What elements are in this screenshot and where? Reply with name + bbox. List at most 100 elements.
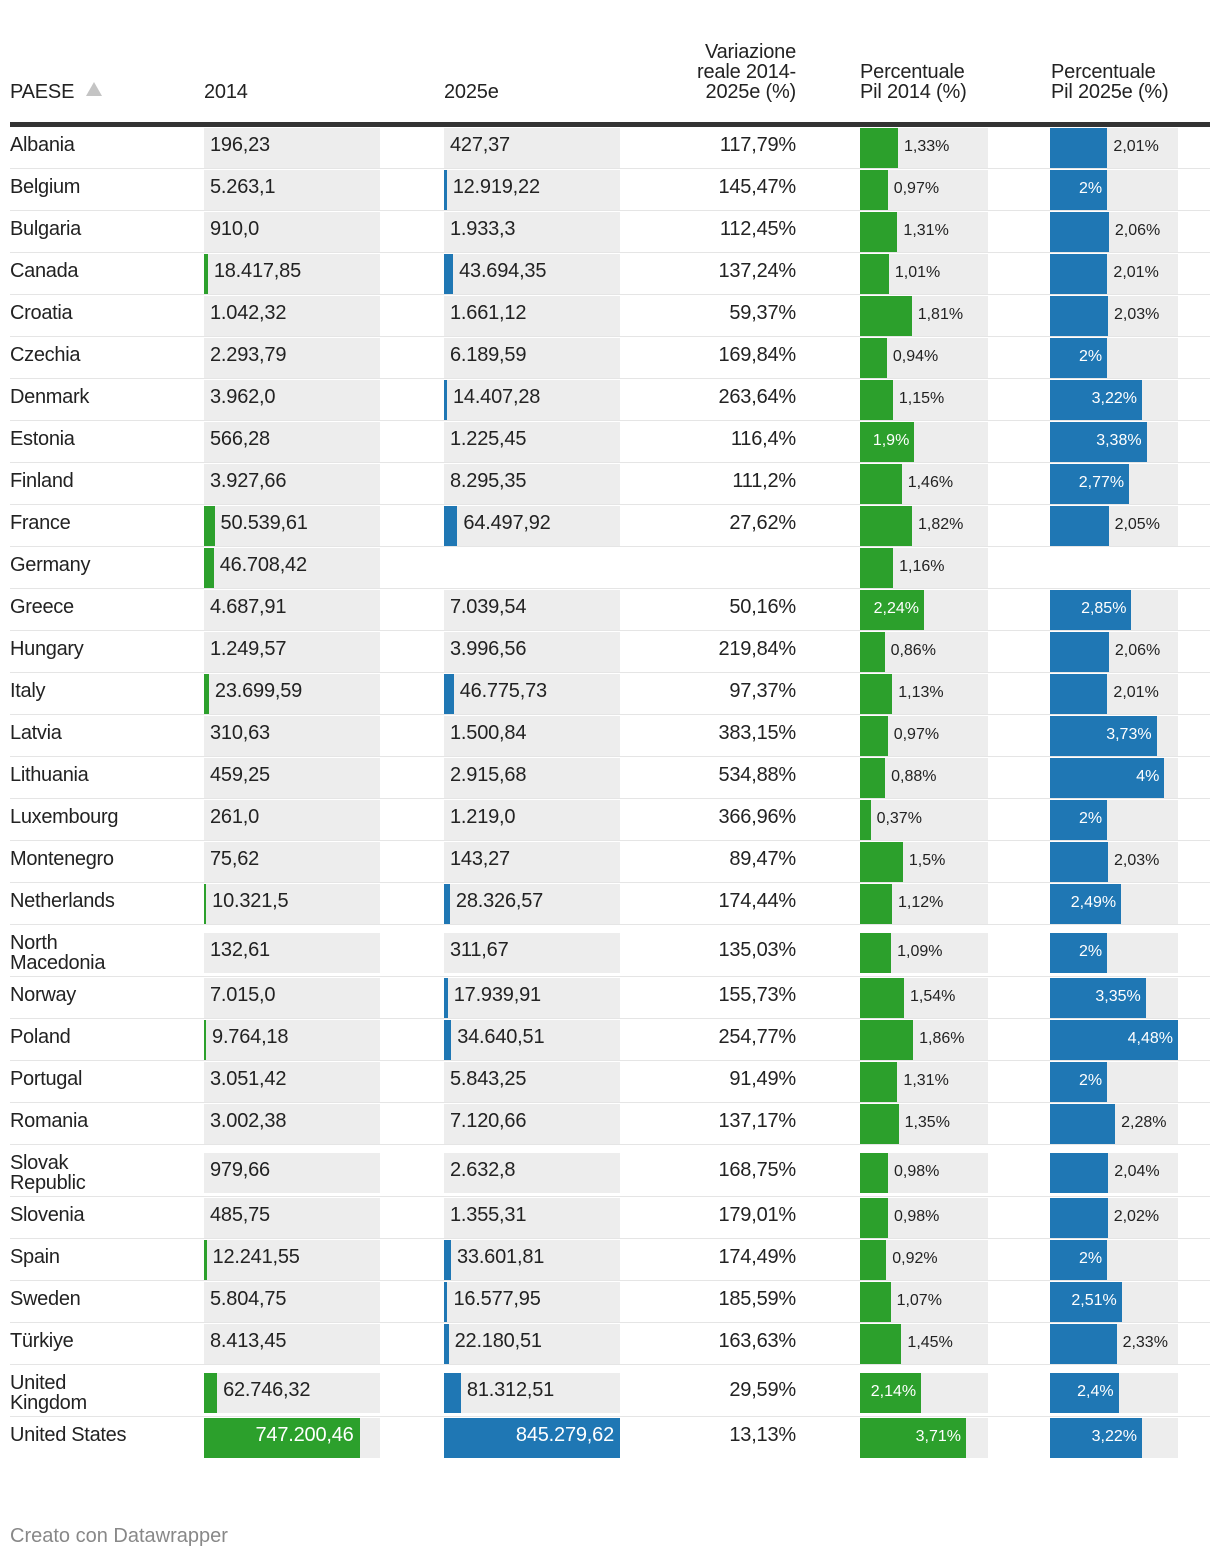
country-name: Latvia — [10, 723, 62, 743]
value-bar-2014 — [204, 1240, 207, 1280]
country-name-line: Belgium — [10, 176, 81, 198]
pct-bar-2025e — [1050, 1418, 1142, 1458]
cell-background-2014 — [204, 1198, 380, 1238]
cell-background-2014 — [204, 254, 380, 294]
column-header-2025e[interactable]: 2025e — [444, 81, 499, 103]
row-divider — [10, 1144, 1210, 1145]
column-header-variation-line-2: reale 2014- — [697, 61, 796, 83]
pct-label-2025e: 2% — [1079, 180, 1103, 197]
value-label-2025e: 64.497,92 — [463, 512, 551, 534]
variation-value: 155,73% — [718, 984, 796, 1006]
table-row: Montenegro 75,62 143,27 89,47% 1,5% 2,03% — [10, 841, 1210, 883]
value-label-2014: 62.746,32 — [223, 1379, 311, 1401]
country-name: Finland — [10, 471, 74, 491]
cell-background-2014 — [204, 380, 380, 420]
value-label-2025e: 311,67 — [450, 939, 509, 961]
cell-background-2025e — [444, 1153, 620, 1193]
value-label-2025e: 2.632,8 — [450, 1159, 516, 1181]
value-label-2025e: 28.326,57 — [455, 890, 544, 912]
country-name: Italy — [10, 681, 45, 701]
table-row: Latvia 310,63 1.500,84 383,15% 0,97% 3,73% — [10, 715, 1210, 757]
column-header-country[interactable]: PAESE — [10, 82, 103, 102]
value-label-2014: 566,28 — [210, 428, 270, 450]
cell-background-2025e — [444, 1373, 620, 1413]
value-label-2025e: 6.189,59 — [450, 344, 527, 366]
pct-bar-2025e — [1050, 758, 1165, 798]
pct-bar-2025e — [1050, 1282, 1122, 1322]
variation-value: 91,49% — [729, 1068, 796, 1090]
cell-background-2014 — [204, 1020, 380, 1060]
column-header-variation-line-1: Variazione — [704, 41, 796, 63]
country-name-line: Kingdom — [10, 1392, 87, 1414]
pct-bar-2025e — [1050, 842, 1108, 882]
value-bar-2025e — [444, 1240, 451, 1280]
pct-bar-2025e — [1050, 800, 1108, 840]
pct-bar-2014 — [860, 978, 904, 1018]
table-row: Lithuania 459,25 2.915,68 534,88% 0,88% 4% — [10, 757, 1210, 799]
pct-label-2025e: 2,01% — [1113, 138, 1159, 155]
value-label-2025e: 1.933,3 — [450, 218, 516, 240]
column-header-pct-2025e[interactable]: Percentuale Pil 2025e (%) — [1051, 62, 1169, 102]
row-divider — [10, 336, 1210, 337]
value-bar-2014 — [204, 884, 207, 924]
value-label-2014: 196,23 — [210, 134, 270, 156]
row-divider — [10, 294, 1210, 295]
country-name: Canada — [10, 261, 79, 281]
variation-value: 219,84% — [718, 638, 796, 660]
row-divider — [10, 976, 1210, 977]
row-divider — [10, 546, 1210, 547]
country-name: Estonia — [10, 429, 75, 449]
row-divider — [10, 1364, 1210, 1365]
footer-credit[interactable]: Creato con Datawrapper — [10, 1525, 228, 1547]
value-bar-2025e — [444, 978, 448, 1018]
pct-label-2025e: 2% — [1079, 810, 1103, 827]
variation-value: 254,77% — [718, 1026, 796, 1048]
cell-background-2025e — [444, 128, 620, 168]
country-name: Slovenia — [10, 1205, 85, 1225]
pct-label-2014: 0,94% — [892, 348, 939, 365]
cell-background-2014 — [204, 296, 380, 336]
country-name-line: Germany — [10, 554, 91, 576]
column-header-variation[interactable]: Variazione reale 2014- 2025e (%) — [670, 42, 796, 102]
cell-background-2014 — [204, 884, 380, 924]
country-name-line: Estonia — [10, 428, 75, 450]
variation-value: 59,37% — [729, 302, 796, 324]
cell-background-2025e — [444, 464, 620, 504]
column-header-pct-2014-line-2: Pil 2014 (%) — [860, 81, 967, 103]
table-row: Netherlands 10.321,5 28.326,57 174,44% 1,12%… — [10, 883, 1210, 925]
pct-bar-2025e — [1050, 380, 1142, 420]
value-label-2014: 1.249,57 — [210, 638, 287, 660]
table-row: Canada 18.417,85 43.694,35 137,24% 1,01% 2,01… — [10, 253, 1210, 295]
country-name: Denmark — [10, 387, 89, 407]
row-divider — [10, 588, 1210, 589]
variation-value: 117,79% — [719, 134, 796, 156]
cell-background-2014 — [204, 1062, 380, 1102]
pct-label-2025e: 3,35% — [1095, 988, 1141, 1005]
pct-bar-2014 — [860, 1324, 902, 1364]
table-row: Estonia 566,28 1.225,45 116,4% 1,9% 3,38% — [10, 421, 1210, 463]
country-name-line: Lithuania — [10, 764, 89, 786]
pct-label-2025e: 2,51% — [1071, 1292, 1117, 1309]
value-label-2014: 3.051,42 — [210, 1068, 287, 1090]
row-divider — [10, 378, 1210, 379]
column-header-2014[interactable]: 2014 — [204, 81, 248, 103]
sort-ascending-icon[interactable] — [86, 82, 103, 96]
value-label-2025e: 17.939,91 — [453, 984, 541, 1006]
pct-label-2025e: 2,28% — [1121, 1114, 1167, 1131]
pct-label-2025e: 4% — [1136, 768, 1160, 785]
pct-bar-2025e — [1050, 590, 1132, 630]
row-divider — [10, 714, 1210, 715]
row-divider — [10, 1238, 1210, 1239]
pct-bar-2014 — [860, 254, 889, 294]
value-label-2025e: 1.661,12 — [450, 302, 527, 324]
row-divider — [10, 840, 1210, 841]
pct-bar-2014 — [860, 1198, 888, 1238]
column-header-pct-2014[interactable]: Percentuale Pil 2014 (%) — [860, 62, 967, 102]
pct-label-2025e: 2,33% — [1122, 1334, 1168, 1351]
cell-background-2025e — [444, 1062, 620, 1102]
cell-background-2014 — [204, 1282, 380, 1322]
variation-value: 29,59% — [729, 1379, 796, 1401]
cell-background-2014 — [204, 128, 380, 168]
country-name: Luxembourg — [10, 807, 118, 827]
table-row: Spain 12.241,55 33.601,81 174,49% 0,92% 2% — [10, 1239, 1210, 1281]
